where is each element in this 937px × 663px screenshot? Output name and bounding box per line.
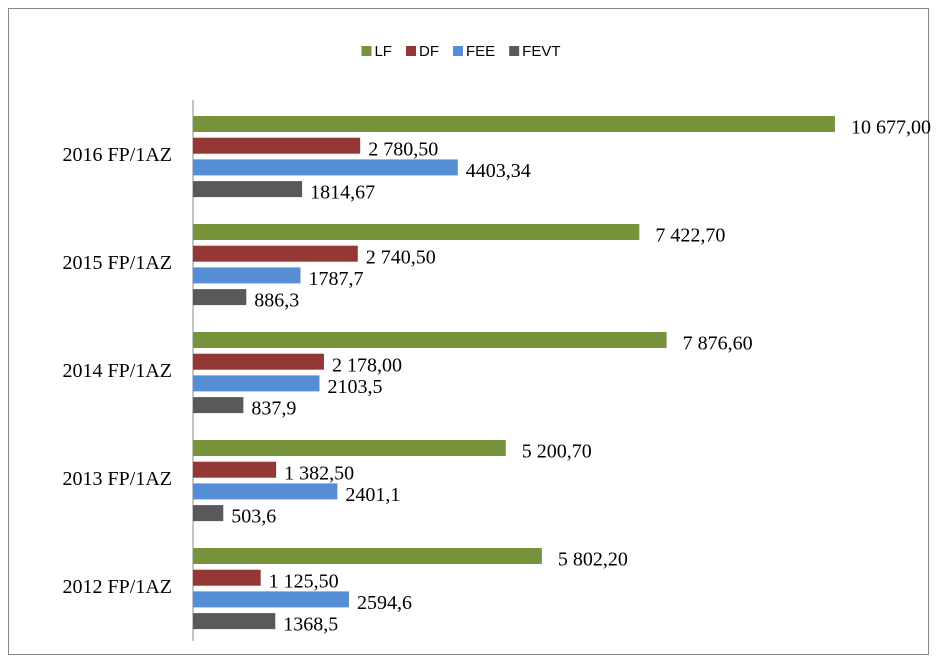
value-label: 7 422,70 [655, 225, 725, 247]
legend-swatch [405, 46, 416, 56]
bar [193, 137, 361, 154]
bar [193, 548, 542, 564]
legend-label: FEVT [522, 43, 560, 60]
legend-swatch [361, 46, 372, 56]
bar [193, 224, 640, 240]
value-label: 503,6 [231, 506, 276, 528]
value-label: 1814,67 [310, 182, 375, 204]
value-label: 2 780,50 [368, 138, 438, 160]
bar [193, 397, 244, 414]
value-label: 2594,6 [357, 592, 412, 614]
bar [193, 116, 835, 132]
value-label: 837,9 [251, 398, 296, 420]
value-label: 1368,5 [283, 614, 338, 636]
legend-label: FEE [466, 43, 495, 60]
bar [193, 267, 301, 284]
bar [193, 591, 350, 608]
value-label: 5 200,70 [522, 441, 592, 463]
bar [193, 353, 324, 370]
bar [193, 332, 667, 348]
value-label: 7 876,60 [683, 333, 753, 355]
bar [193, 461, 277, 478]
value-label: 4403,34 [466, 160, 531, 182]
bar [193, 289, 247, 306]
value-label: 10 677,00 [851, 117, 931, 139]
value-label: 1 382,50 [284, 462, 354, 484]
bar [193, 569, 261, 586]
value-label: 2 740,50 [366, 246, 436, 268]
bar [193, 483, 338, 500]
bar [193, 440, 506, 456]
value-label: 5 802,20 [558, 549, 628, 571]
bar [193, 181, 303, 198]
bar [193, 245, 358, 262]
category-label: 2015 FP/1AZ [63, 252, 172, 274]
category-label: 2013 FP/1AZ [63, 468, 172, 490]
value-label: 1 125,50 [269, 570, 339, 592]
bar [193, 505, 224, 522]
value-label: 2 178,00 [332, 354, 402, 376]
value-label: 2103,5 [327, 376, 382, 398]
value-label: 886,3 [254, 290, 299, 312]
bar [193, 159, 458, 176]
legend-label: LF [374, 43, 392, 60]
category-label: 2014 FP/1AZ [63, 360, 172, 382]
legend-label: DF [419, 43, 439, 60]
category-label: 2016 FP/1AZ [63, 144, 172, 166]
bar [193, 613, 276, 630]
legend-swatch [452, 46, 463, 56]
value-label: 2401,1 [345, 484, 400, 506]
bar [193, 375, 320, 392]
legend-swatch [509, 46, 520, 56]
value-label: 1787,7 [308, 268, 363, 290]
category-label: 2012 FP/1AZ [63, 576, 172, 598]
